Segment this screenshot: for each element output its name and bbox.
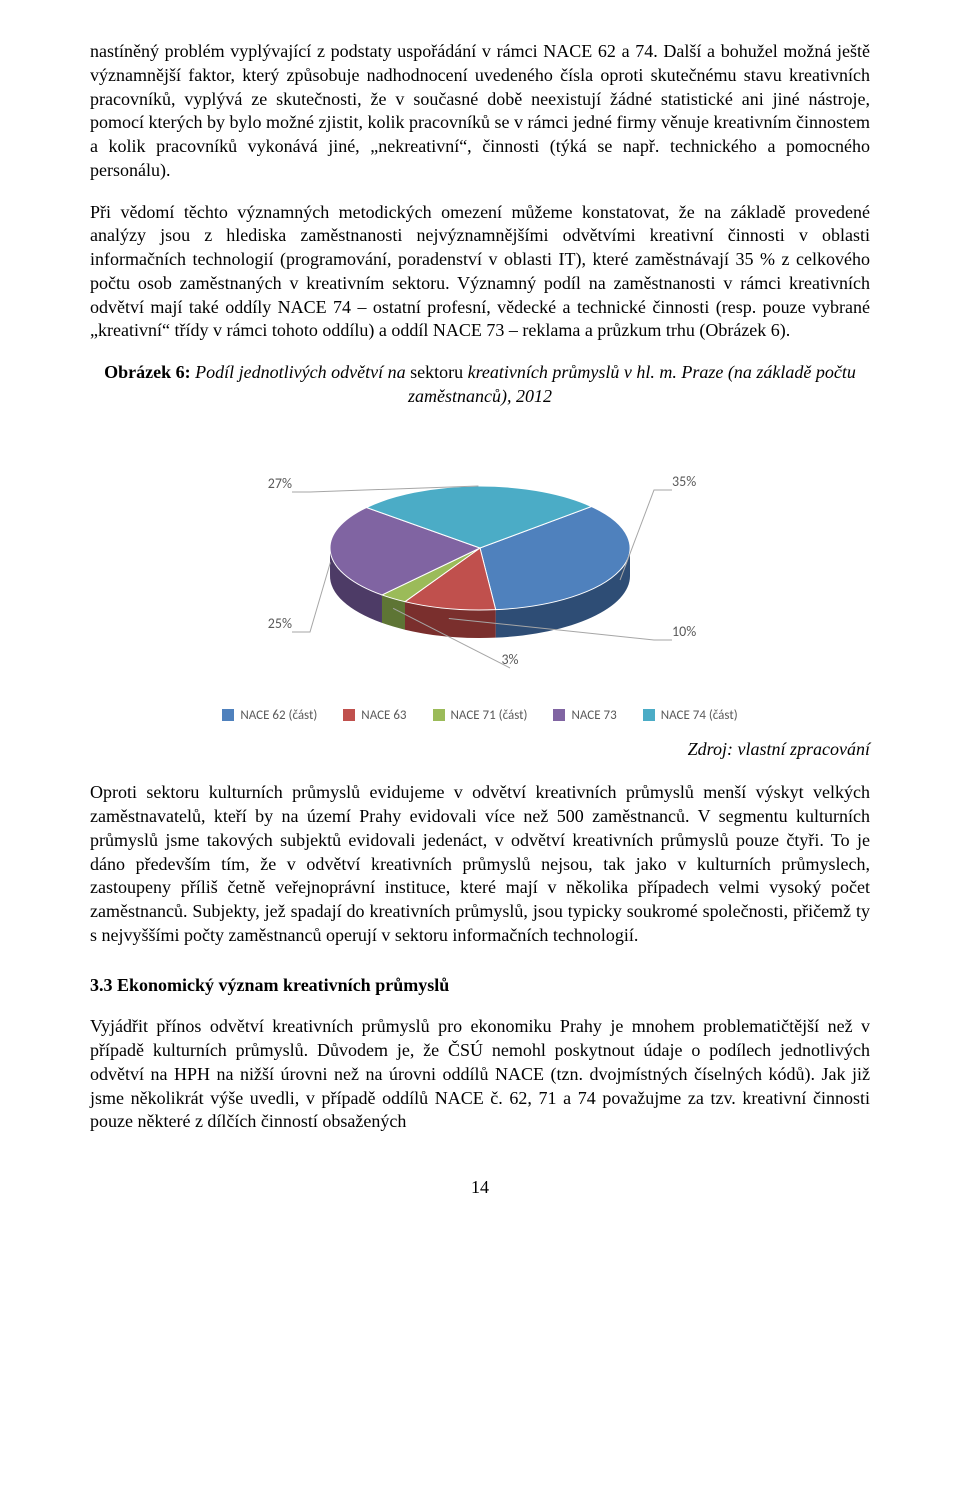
caption-text-b: kreativních průmyslů v hl. m. Praze (na … — [408, 362, 856, 406]
legend-label-nace73: NACE 73 — [571, 707, 616, 724]
legend-swatch-nace71 — [433, 709, 445, 721]
page: nastíněný problém vyplývající z podstaty… — [0, 0, 960, 1260]
pct-label-nace71: 3% — [501, 651, 518, 668]
legend-item-nace62: NACE 62 (část) — [222, 707, 317, 724]
legend-label-nace63: NACE 63 — [361, 707, 406, 724]
caption-label: Obrázek 6: — [104, 362, 190, 382]
pct-label-nace62: 35% — [672, 473, 696, 490]
legend-swatch-nace73 — [553, 709, 565, 721]
section-heading: 3.3 Ekonomický význam kreativních průmys… — [90, 974, 870, 998]
pie-chart-svg: 35% 10% 3% 25% 27% — [160, 423, 800, 703]
paragraph-2: Při vědomí těchto významných metodických… — [90, 201, 870, 344]
legend-label-nace74: NACE 74 (část) — [661, 707, 738, 724]
caption-text-plain: sektoru — [410, 362, 463, 382]
pct-label-nace63: 10% — [672, 623, 696, 640]
chart-legend: NACE 62 (část) NACE 63 NACE 71 (část) NACE … — [90, 707, 870, 724]
chart-source: Zdroj: vlastní zpracování — [90, 738, 870, 762]
pct-label-nace73: 25% — [268, 615, 292, 632]
legend-swatch-nace74 — [643, 709, 655, 721]
caption-text-a: Podíl jednotlivých odvětví na — [191, 362, 410, 382]
page-number: 14 — [90, 1176, 870, 1200]
figure-caption: Obrázek 6: Podíl jednotlivých odvětví na… — [90, 361, 870, 409]
legend-swatch-nace62 — [222, 709, 234, 721]
leader-nace73 — [292, 562, 330, 632]
legend-item-nace71: NACE 71 (část) — [433, 707, 528, 724]
legend-label-nace62: NACE 62 (část) — [240, 707, 317, 724]
paragraph-4: Vyjádřit přínos odvětví kreativních prům… — [90, 1015, 870, 1134]
paragraph-3: Oproti sektoru kulturních průmyslů evidu… — [90, 781, 870, 947]
pie-chart: 35% 10% 3% 25% 27% — [160, 423, 800, 703]
legend-label-nace71: NACE 71 (část) — [451, 707, 528, 724]
paragraph-1: nastíněný problém vyplývající z podstaty… — [90, 40, 870, 183]
legend-item-nace74: NACE 74 (část) — [643, 707, 738, 724]
legend-swatch-nace63 — [343, 709, 355, 721]
legend-item-nace63: NACE 63 — [343, 707, 406, 724]
legend-item-nace73: NACE 73 — [553, 707, 616, 724]
pct-label-nace74: 27% — [268, 475, 292, 492]
